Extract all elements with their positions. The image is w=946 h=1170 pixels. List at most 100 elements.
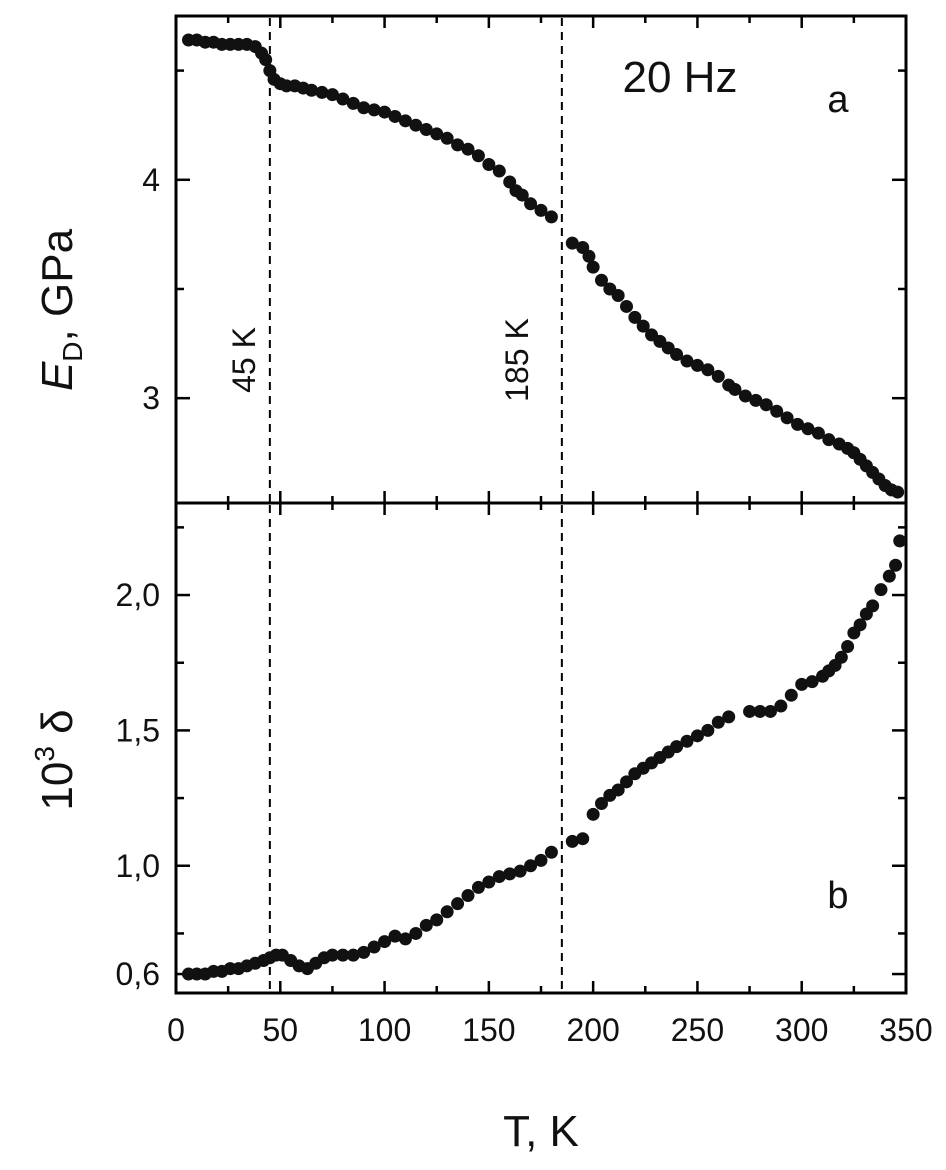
- y-tick-label: 1,0: [116, 848, 160, 884]
- data-point: [680, 734, 694, 748]
- data-point: [841, 639, 855, 653]
- x-tick-label: 0: [167, 1012, 185, 1048]
- data-point: [419, 918, 433, 932]
- data-point: [834, 650, 848, 664]
- data-point: [882, 569, 896, 583]
- data-point: [620, 775, 634, 789]
- x-tick-label: 350: [879, 1012, 932, 1048]
- panel-b-marker-lines: [268, 505, 563, 993]
- data-point: [325, 88, 339, 102]
- data-point: [388, 109, 402, 123]
- data-point: [336, 948, 350, 962]
- data-point: [451, 138, 465, 152]
- data-point: [811, 426, 825, 440]
- data-point: [544, 845, 558, 859]
- data-point: [753, 704, 767, 718]
- x-axis-title: T, K: [503, 1107, 579, 1156]
- data-point: [492, 164, 506, 178]
- data-point: [367, 103, 381, 117]
- x-tick-label: 150: [462, 1012, 515, 1048]
- panel-b: 0,6 1,0 1,5 2,0 0 50 100 150 200 250 300 350 b 103 …: [29, 501, 933, 1048]
- data-point: [891, 485, 905, 499]
- data-point: [515, 188, 529, 202]
- data-point: [336, 92, 350, 106]
- panel-a-ticks: 34: [142, 16, 908, 503]
- data-point: [711, 369, 725, 383]
- data-point: [801, 422, 815, 436]
- data-point: [367, 940, 381, 954]
- data-point: [461, 142, 475, 156]
- data-point: [259, 53, 273, 67]
- data-point: [576, 832, 590, 846]
- data-point: [722, 710, 736, 724]
- panel-a-marker-lines: [268, 18, 563, 503]
- panel-b-ticks: 0,6 1,0 1,5 2,0 0 50 100 150 200 250 300 350: [116, 503, 933, 1048]
- data-point: [770, 404, 784, 418]
- data-point: [315, 85, 329, 99]
- data-point: [670, 740, 684, 754]
- data-point: [889, 558, 903, 572]
- panel-b-data-points: [182, 534, 907, 981]
- data-point: [513, 864, 527, 878]
- ylabel-b-superscript: 3: [29, 746, 60, 762]
- data-point: [471, 149, 485, 163]
- data-point: [482, 158, 496, 172]
- data-point: [378, 105, 392, 119]
- data-point: [440, 131, 454, 145]
- data-point: [398, 114, 412, 128]
- data-point: [822, 433, 836, 447]
- y-tick-label: 0,6: [116, 956, 160, 992]
- data-point: [690, 729, 704, 743]
- data-point: [853, 618, 867, 632]
- data-point: [388, 929, 402, 943]
- data-point: [503, 867, 517, 881]
- data-point: [325, 948, 339, 962]
- data-point: [586, 807, 600, 821]
- x-tick-label: 50: [262, 1012, 298, 1048]
- data-point: [398, 932, 412, 946]
- data-point: [749, 393, 763, 407]
- y-tick-label: 4: [142, 162, 160, 198]
- ylabel-subscript: D: [57, 341, 88, 361]
- data-point: [774, 699, 788, 713]
- data-point: [780, 411, 794, 425]
- y-tick-label: 2,0: [116, 577, 160, 613]
- data-point: [690, 358, 704, 372]
- data-point: [670, 347, 684, 361]
- data-point: [419, 123, 433, 137]
- data-point: [611, 289, 625, 303]
- data-point: [346, 948, 360, 962]
- y-tick-label: 3: [142, 380, 160, 416]
- data-point: [701, 363, 715, 377]
- x-tick-label: 200: [566, 1012, 619, 1048]
- data-point: [305, 83, 319, 97]
- data-point: [594, 273, 608, 287]
- data-point: [711, 715, 725, 729]
- data-point: [378, 935, 392, 949]
- data-point: [482, 875, 496, 889]
- x-tick-label: 100: [358, 1012, 411, 1048]
- y-tick-label: 1,5: [116, 712, 160, 748]
- data-point: [791, 417, 805, 431]
- data-point: [586, 260, 600, 274]
- data-point: [680, 354, 694, 368]
- data-point: [357, 945, 371, 959]
- data-point: [594, 796, 608, 810]
- data-point: [893, 534, 907, 548]
- data-point: [346, 96, 360, 110]
- data-point: [763, 704, 777, 718]
- data-point: [701, 723, 715, 737]
- data-point: [805, 675, 819, 689]
- data-point: [534, 853, 548, 867]
- panel-a: 34 20 Hz a 45 K 185 K ED, GPa: [33, 14, 908, 505]
- data-point: [784, 688, 798, 702]
- x-tick-label: 300: [775, 1012, 828, 1048]
- data-point: [461, 889, 475, 903]
- x-tick-label: 250: [671, 1012, 724, 1048]
- data-point: [440, 905, 454, 919]
- panel-b-label: b: [827, 875, 848, 917]
- data-point: [582, 249, 596, 263]
- data-point: [874, 583, 888, 597]
- marker-label-45k: 45 K: [226, 327, 262, 393]
- data-point: [636, 319, 650, 333]
